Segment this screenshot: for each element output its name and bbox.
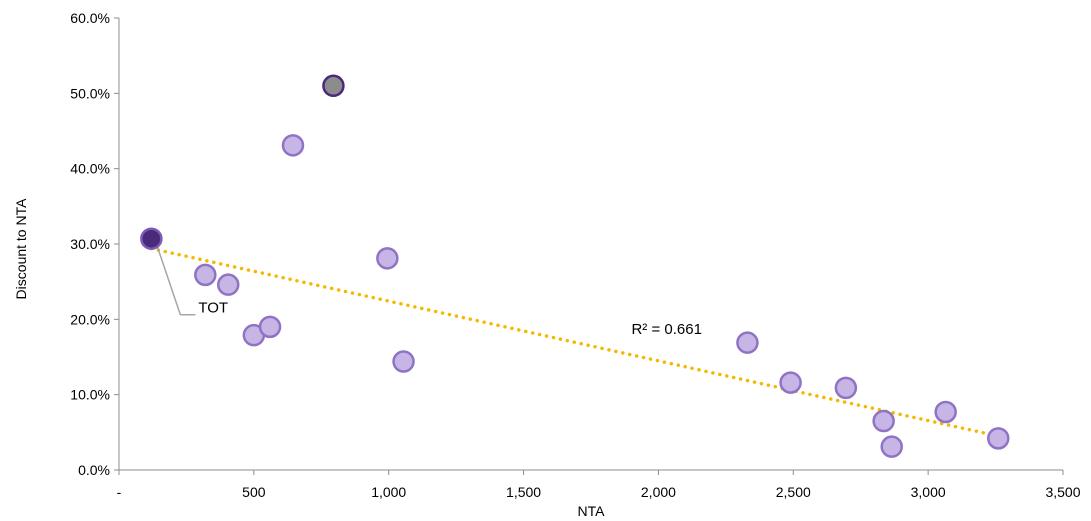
scatter-point <box>216 273 240 296</box>
scatter-point <box>779 371 802 394</box>
scatter-point <box>987 427 1010 450</box>
y-tick-label: 20.0% <box>70 311 110 327</box>
y-axis-ticks: 0.0% 10.0% 20.0% 30.0% 40.0% 50.0% 60.0% <box>70 10 119 478</box>
scatter-point <box>392 350 415 373</box>
scatter-point <box>194 263 217 287</box>
y-tick-label: 50.0% <box>70 85 110 101</box>
axes <box>118 18 1063 471</box>
r-squared-annotation: R² = 0.661 <box>631 321 701 338</box>
scatter-point <box>834 376 858 400</box>
scatter-point <box>258 315 282 339</box>
x-tick-label: 1,500 <box>506 484 541 500</box>
x-axis-ticks: - 500 1,000 1,500 2,000 2,500 3,000 3,500 <box>117 470 1081 500</box>
scatter-point <box>872 409 895 433</box>
x-tick-label: 2,500 <box>776 484 811 500</box>
scatter-point <box>281 134 305 157</box>
x-tick-label: 3,000 <box>911 484 946 500</box>
y-tick-label: 60.0% <box>70 10 110 26</box>
x-tick-label: 2,000 <box>641 484 676 500</box>
scatter-point <box>736 331 759 354</box>
x-tick-label: 500 <box>242 484 266 500</box>
x-tick-label: 3,500 <box>1045 484 1080 500</box>
y-tick-label: 40.0% <box>70 161 110 177</box>
scatter-point <box>140 227 163 250</box>
scatter-point <box>934 400 957 424</box>
x-tick-label: - <box>117 484 122 500</box>
trendline <box>149 246 1001 438</box>
data-points <box>140 74 1010 458</box>
scatter-point <box>880 435 903 458</box>
x-tick-label: 1,000 <box>371 484 406 500</box>
y-tick-label: 10.0% <box>70 387 110 403</box>
scatter-point <box>376 247 399 270</box>
point-label-tot: TOT <box>198 300 228 317</box>
x-axis-title: NTA <box>578 503 606 519</box>
y-axis-title: Discount to NTA <box>13 198 29 300</box>
y-tick-label: 30.0% <box>70 236 110 252</box>
scatter-point <box>322 74 345 98</box>
leader-line <box>156 246 182 315</box>
y-tick-label: 0.0% <box>78 462 110 478</box>
